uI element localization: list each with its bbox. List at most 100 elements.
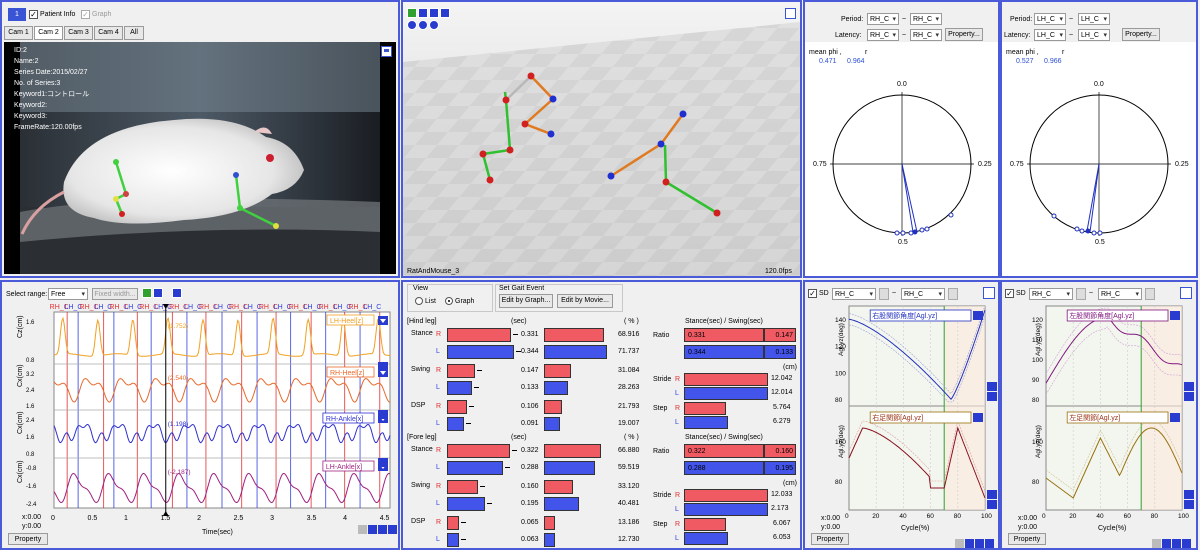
latency-to-select[interactable]: LH_C: [1078, 29, 1110, 41]
ratio-header: Stance(sec) / Swing(sec): [685, 434, 763, 441]
ratio-bar-r2: 0.147: [764, 328, 796, 342]
select-2[interactable]: RH_C: [901, 288, 945, 300]
patient-info-checkbox[interactable]: ✓: [29, 10, 38, 19]
sec-bar: [447, 533, 459, 547]
period-from-select[interactable]: RH_C: [867, 13, 899, 25]
zoom-minus-icon[interactable]: [955, 539, 964, 548]
move-icon[interactable]: [418, 8, 428, 18]
expand-icon[interactable]: [983, 287, 995, 299]
sd-checkbox[interactable]: ✓: [808, 289, 817, 298]
zoom-plus-icon: [378, 525, 387, 534]
zoom-in-icon[interactable]: [985, 539, 994, 548]
rotate-icon[interactable]: [407, 8, 417, 18]
top-view-icon[interactable]: [429, 20, 439, 30]
bottom-chart-title: 右足関節[Agl.yz]: [872, 413, 923, 422]
view-icon[interactable]: [440, 8, 450, 18]
graph-checkbox[interactable]: ✓: [81, 10, 90, 19]
chart-tool-icon-1[interactable]: [142, 288, 152, 298]
period-from-select[interactable]: LH_C: [1034, 13, 1066, 25]
zoom-minus-icon[interactable]: [1152, 539, 1161, 548]
add-track-icon: [378, 362, 388, 371]
event-label: LH_C: [184, 304, 202, 311]
ts-y-readout: y:0.00: [22, 523, 42, 530]
pct-bar: [544, 328, 604, 342]
property-button[interactable]: Property: [1008, 533, 1046, 545]
range-select[interactable]: Free: [48, 288, 88, 300]
ratio-label: Ratio: [653, 448, 670, 455]
select-1-extra[interactable]: [1076, 288, 1086, 300]
cam3-tab[interactable]: Cam 3: [64, 26, 93, 40]
expand-3d-icon[interactable]: [785, 8, 796, 19]
fixed-width-button[interactable]: Fixed width...: [92, 288, 138, 300]
side-label: L: [436, 384, 440, 391]
timeseries-panel: Select range: Free Fixed width... RH_CLH…: [0, 280, 400, 550]
side-label: L: [675, 506, 679, 513]
list-radio[interactable]: [415, 297, 423, 305]
select-1[interactable]: RH_C: [1029, 288, 1073, 300]
select-1-extra[interactable]: [879, 288, 889, 300]
zoom-fit-icon[interactable]: [1162, 539, 1171, 548]
top-y-tick: 120: [835, 344, 846, 351]
select-1[interactable]: RH_C: [832, 288, 876, 300]
period-to-select[interactable]: RH_C: [910, 13, 942, 25]
step-bar-r: [684, 402, 726, 415]
sec-value: 0.160: [521, 483, 539, 490]
latency-to-select[interactable]: RH_C: [910, 29, 942, 41]
period-to-select[interactable]: LH_C: [1078, 13, 1110, 25]
video-frame[interactable]: ID:2 Name:2 Series Date:2015/02/27 No. o…: [4, 42, 396, 274]
r-label: r: [865, 49, 868, 56]
property-button[interactable]: Property: [811, 533, 849, 545]
property-button[interactable]: Property...: [1122, 28, 1160, 41]
zoom-icon[interactable]: [429, 8, 439, 18]
angle-chart[interactable]: 右股関節角度[Agl.yz] 右足関節[Agl.yz] 140 120 100 80 100…: [805, 304, 999, 534]
x-tick: 40: [899, 513, 907, 520]
cam4-tab[interactable]: Cam 4: [94, 26, 123, 40]
select-2-extra[interactable]: [1145, 288, 1155, 300]
pct-bar: [544, 533, 555, 547]
sec-value: 0.288: [521, 464, 539, 471]
property-button[interactable]: Property...: [945, 28, 983, 41]
select-2[interactable]: RH_C: [1098, 288, 1142, 300]
overlay-keyword2: Keyword2:: [14, 102, 48, 109]
graph-radio[interactable]: [445, 297, 453, 305]
side-view-icon[interactable]: [418, 20, 428, 30]
x-tick: 3.5: [307, 515, 317, 522]
all-tab[interactable]: All: [124, 26, 144, 40]
latency-tilde: ~: [1069, 32, 1074, 39]
zoom-fit-icon[interactable]: [965, 539, 974, 548]
sd-checkbox[interactable]: ✓: [1005, 289, 1014, 298]
expand-icon[interactable]: [1180, 287, 1192, 299]
angle-chart[interactable]: 左股関節角度[Agl.yz] 左足関節[Agl.yz] 120 110 100 90 80 1…: [1002, 304, 1196, 534]
select-2-extra[interactable]: [948, 288, 958, 300]
latency-from-select[interactable]: LH_C: [1034, 29, 1066, 41]
ts-property-button[interactable]: Property: [8, 533, 48, 545]
chart-tool-icon-2[interactable]: [153, 288, 163, 298]
phase-circle-chart: [1027, 92, 1171, 236]
zoom-plus-icon[interactable]: [975, 539, 984, 548]
edit-by-graph-button[interactable]: Edit by Graph...: [499, 294, 553, 308]
zoom-plus-icon[interactable]: [1172, 539, 1181, 548]
cam2-tab[interactable]: Cam 2: [34, 26, 63, 40]
save-icon[interactable]: [381, 46, 392, 57]
sec-value: 0.063: [521, 536, 539, 543]
edit-by-movie-button[interactable]: Edit by Movie...: [557, 294, 613, 308]
chart-tool-icon-3[interactable]: [172, 288, 182, 298]
side-tool-icon: [987, 382, 997, 391]
pct-bar: [544, 381, 568, 395]
front-view-icon[interactable]: [407, 20, 417, 30]
track-legend: LH-Ankle[x]: [326, 464, 362, 471]
x-tick: 20: [1069, 513, 1077, 520]
tab-number[interactable]: 1: [8, 8, 26, 21]
tilde: ~: [1089, 290, 1094, 297]
latency-from-select[interactable]: RH_C: [867, 29, 899, 41]
3d-model-label: RatAndMouse_3: [407, 268, 460, 275]
x-tick: 60: [927, 513, 935, 520]
cursor-readout: (2.540): [168, 375, 189, 382]
cam1-tab[interactable]: Cam 1: [4, 26, 33, 40]
timeseries-chart[interactable]: RH_CLH_CRH_CLH_CRH_CLH_CRH_CLH_CRH_CLH_C…: [2, 298, 398, 538]
patient-info-label: Patient Info: [40, 11, 76, 18]
3d-skeleton-view[interactable]: [403, 2, 800, 276]
angle-curve: [1045, 419, 1183, 491]
phase-top-label: 0.0: [1094, 81, 1104, 88]
zoom-in-icon[interactable]: [1182, 539, 1191, 548]
